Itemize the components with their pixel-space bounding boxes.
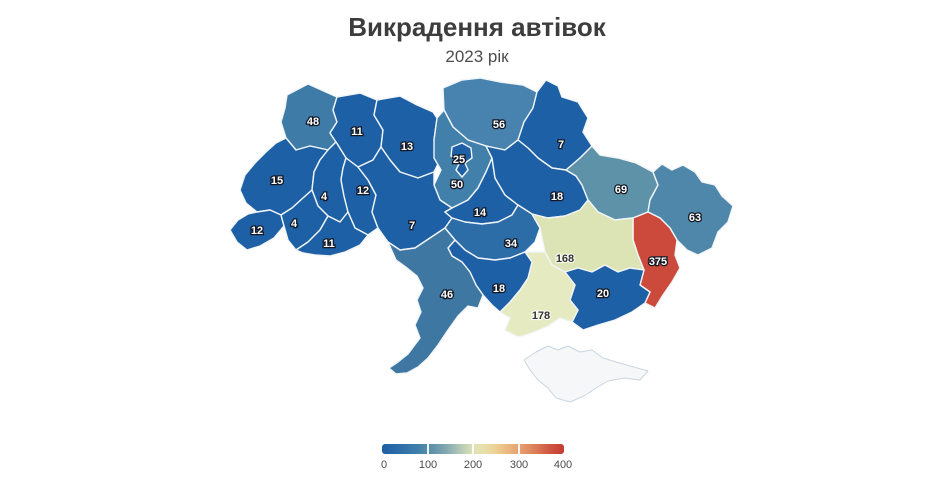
region-kyiv-city[interactable] bbox=[450, 142, 473, 178]
legend-tick-row: 0 100 200 300 400 bbox=[380, 459, 572, 473]
legend-separator-100 bbox=[427, 444, 429, 454]
region-zakarpattia[interactable] bbox=[229, 209, 285, 251]
region-chernivtsi[interactable] bbox=[295, 211, 369, 257]
legend-tick-100: 100 bbox=[418, 459, 438, 471]
legend-tick-200: 200 bbox=[463, 459, 483, 471]
legend-separator-300 bbox=[518, 444, 520, 454]
legend-tick-300: 300 bbox=[509, 459, 529, 471]
legend-separator-200 bbox=[472, 444, 474, 454]
legend-tick-400: 400 bbox=[553, 459, 573, 471]
chart-subtitle: 2023 рік bbox=[445, 47, 509, 66]
chart-title: Викрадення автівок bbox=[348, 12, 606, 42]
region-zaporizhzhia[interactable] bbox=[564, 264, 651, 331]
legend-gradient-bar bbox=[382, 444, 564, 454]
region-crimea[interactable] bbox=[523, 345, 649, 403]
color-legend: 0 100 200 300 400 bbox=[380, 444, 572, 473]
region-volyn[interactable] bbox=[280, 83, 338, 151]
legend-tick-0: 0 bbox=[380, 459, 388, 471]
region-odesa[interactable] bbox=[387, 227, 484, 375]
